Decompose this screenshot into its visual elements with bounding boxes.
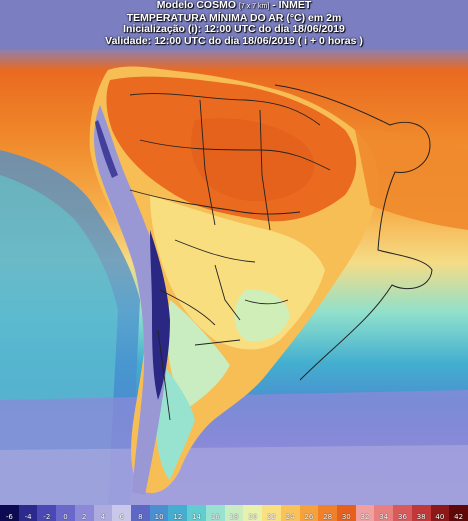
legend-swatch: 12	[168, 505, 188, 521]
legend-tick-label: -2	[43, 513, 51, 521]
legend-swatch: 22	[262, 505, 281, 521]
legend-swatch: 2	[74, 505, 94, 521]
legend-tick-label: 14	[192, 513, 201, 521]
legend-tick-label: 12	[173, 513, 183, 521]
legend-swatch: 36	[393, 505, 412, 521]
border-lines	[129, 93, 331, 421]
andes-high-strip	[150, 230, 170, 400]
southern-colder-zone	[0, 445, 468, 505]
legend-swatch: 40	[430, 505, 450, 521]
legend-swatch: 0	[56, 505, 75, 521]
legend-swatch: -6	[0, 505, 19, 521]
andes-cold-strip	[94, 105, 168, 495]
legend-tick-label: 30	[341, 513, 351, 521]
legend-swatch: 30	[336, 505, 356, 521]
legend-tick-label: 28	[323, 513, 333, 521]
legend-swatch: 6	[112, 505, 132, 521]
patagonia-cool-zone	[155, 360, 195, 480]
header-band	[0, 0, 468, 50]
legend-swatch: 14	[187, 505, 206, 521]
legend-tick-label: 22	[266, 513, 276, 521]
legend-tick-label: 20	[248, 513, 258, 521]
legend-tick-label: -4	[24, 513, 32, 521]
legend-tick-label: 10	[154, 513, 164, 521]
legend-swatch: 16	[205, 505, 225, 521]
legend-swatch: 28	[318, 505, 337, 521]
legend-tick-label: 0	[63, 513, 68, 521]
legend-tick-label: 32	[360, 513, 370, 521]
legend-swatch: 42	[449, 505, 468, 521]
brazil-hot-core	[191, 118, 315, 202]
legend-tick-label: 4	[100, 513, 106, 521]
atlantic-warm-tongue	[355, 130, 468, 230]
southern-brazil-cool	[234, 289, 290, 342]
temperature-map	[0, 0, 468, 505]
legend-tick-label: 18	[229, 513, 239, 521]
legend-tick-label: 38	[416, 513, 426, 521]
legend-tick-label: 26	[304, 513, 314, 521]
legend-tick-label: 36	[397, 513, 407, 521]
legend-tick-label: -6	[5, 513, 13, 521]
legend-swatch: 26	[299, 505, 319, 521]
legend-tick-label: 40	[435, 513, 445, 521]
legend-swatch: 18	[224, 505, 244, 521]
legend-tick-label: 8	[138, 513, 143, 521]
legend-tick-label: 24	[285, 513, 295, 521]
legend-swatch: 8	[131, 505, 150, 521]
pampas-cool-zone	[165, 300, 230, 410]
legend-tick-label: 6	[119, 513, 124, 521]
maritime-boundary	[274, 84, 433, 381]
legend-swatch: 10	[149, 505, 169, 521]
legend-swatch: -4	[18, 505, 38, 521]
color-legend: -6 -4 -2 0 2 4 6 8 10 12 14 16 18 20 22 24 26 28 30 32 34 36 3…	[0, 505, 468, 521]
legend-tick-label: 2	[82, 513, 87, 521]
andes-north-strip	[95, 120, 118, 178]
legend-swatch: 4	[93, 505, 113, 521]
legend-swatch: 32	[355, 505, 375, 521]
legend-swatch: 38	[411, 505, 431, 521]
legend-tick-label: 34	[379, 513, 389, 521]
legend-tick-label: 16	[210, 513, 220, 521]
legend-swatch: 34	[374, 505, 394, 521]
legend-swatch: -2	[37, 505, 57, 521]
legend-swatch: 20	[243, 505, 263, 521]
legend-swatch: 24	[280, 505, 300, 521]
legend-tick-label: 42	[454, 513, 464, 521]
